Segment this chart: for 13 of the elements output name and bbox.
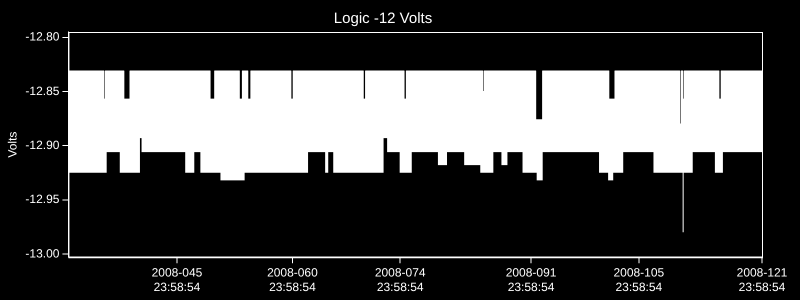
y-tick-label: -12.95 <box>25 192 60 206</box>
y-tick-label: -12.80 <box>25 30 60 44</box>
x-tick-label: 2008-121 23:58:54 <box>736 266 788 294</box>
chart-title: Logic -12 Volts <box>334 10 432 28</box>
x-tick-label: 2008-091 23:58:54 <box>506 266 557 294</box>
x-tick-label: 2008-045 23:58:54 <box>152 266 203 294</box>
y-tick-label: -12.85 <box>25 84 60 98</box>
x-tick-label: 2008-105 23:58:54 <box>613 266 665 294</box>
y-tick-label: -13.00 <box>25 246 60 260</box>
y-axis-title: Volts <box>6 132 20 158</box>
x-tick-label: 2008-060 23:58:54 <box>267 266 318 294</box>
x-tick-label: 2008-074 23:58:54 <box>374 266 426 294</box>
y-tick-label: -12.90 <box>25 138 60 152</box>
